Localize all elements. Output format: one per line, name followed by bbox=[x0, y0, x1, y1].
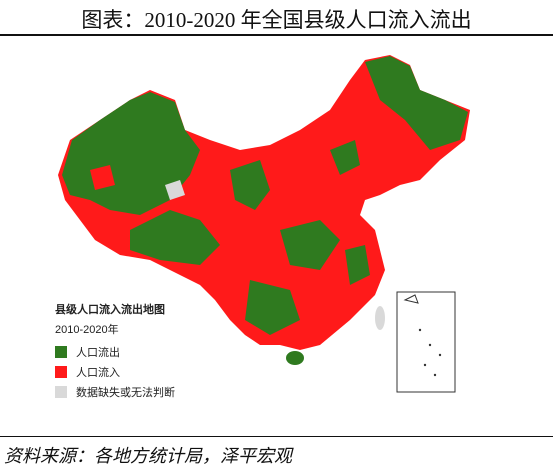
region-inflow bbox=[90, 165, 115, 190]
legend-label: 数据缺失或无法判断 bbox=[76, 385, 175, 399]
legend-swatch bbox=[55, 346, 67, 358]
title: 图表：2010-2020 年全国县级人口流入流出 bbox=[81, 8, 472, 32]
legend-label: 人口流出 bbox=[76, 345, 120, 359]
legend-swatch bbox=[55, 386, 67, 398]
legend-label: 人口流入 bbox=[76, 365, 120, 379]
legend-title: 县级人口流入流出地图 bbox=[55, 302, 165, 316]
rule bbox=[0, 436, 553, 437]
inset-south-sea bbox=[396, 291, 456, 393]
source: 资料来源：各地方统计局，泽平宏观 bbox=[4, 446, 292, 466]
legend-swatch bbox=[55, 366, 67, 378]
regions-missing bbox=[165, 180, 385, 330]
legend-subtitle: 2010-2020年 bbox=[55, 322, 119, 336]
rule bbox=[0, 34, 553, 36]
